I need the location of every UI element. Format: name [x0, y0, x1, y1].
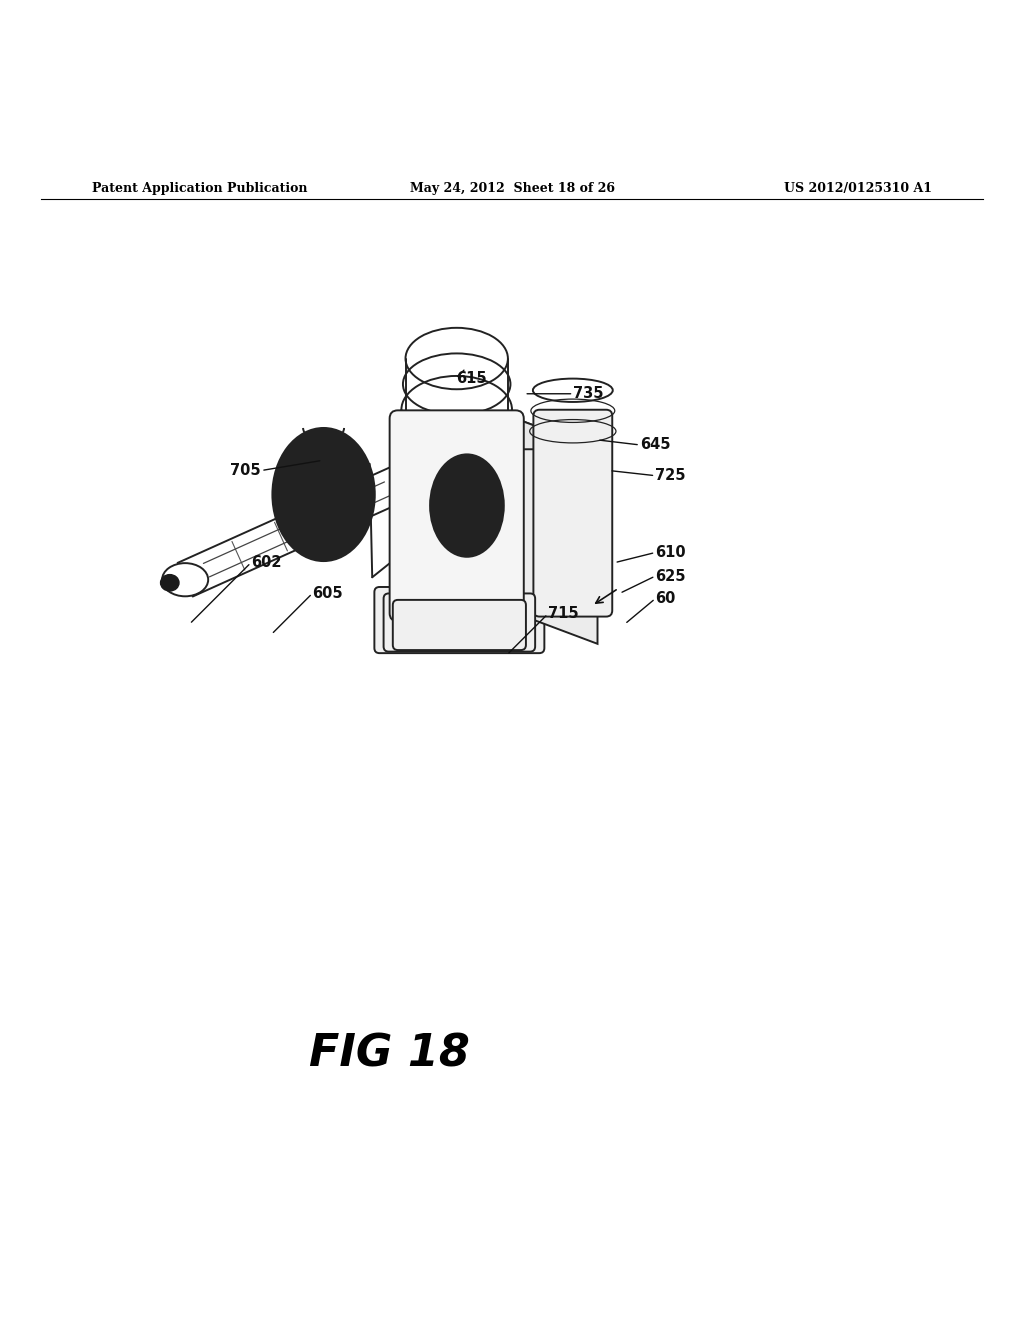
Text: 602: 602	[251, 556, 282, 570]
Text: FIG 18: FIG 18	[308, 1032, 470, 1076]
Ellipse shape	[161, 574, 179, 591]
FancyBboxPatch shape	[534, 409, 612, 616]
Ellipse shape	[272, 428, 375, 561]
Text: 625: 625	[655, 569, 686, 583]
Text: Patent Application Publication: Patent Application Publication	[92, 182, 307, 195]
Text: 645: 645	[640, 437, 671, 453]
Polygon shape	[516, 418, 598, 644]
Text: May 24, 2012  Sheet 18 of 26: May 24, 2012 Sheet 18 of 26	[410, 182, 614, 195]
Text: 610: 610	[655, 545, 686, 560]
Text: 605: 605	[312, 586, 343, 601]
Text: 60: 60	[655, 591, 676, 606]
FancyBboxPatch shape	[375, 587, 545, 653]
Text: 615: 615	[456, 371, 486, 385]
FancyBboxPatch shape	[384, 594, 536, 652]
Text: 735: 735	[573, 387, 604, 401]
FancyBboxPatch shape	[389, 411, 524, 622]
Text: US 2012/0125310 A1: US 2012/0125310 A1	[783, 182, 932, 195]
Text: 725: 725	[655, 469, 686, 483]
Text: 715: 715	[548, 606, 579, 622]
Polygon shape	[397, 418, 598, 449]
FancyBboxPatch shape	[393, 599, 526, 649]
Text: 705: 705	[230, 463, 261, 478]
Ellipse shape	[430, 454, 504, 557]
